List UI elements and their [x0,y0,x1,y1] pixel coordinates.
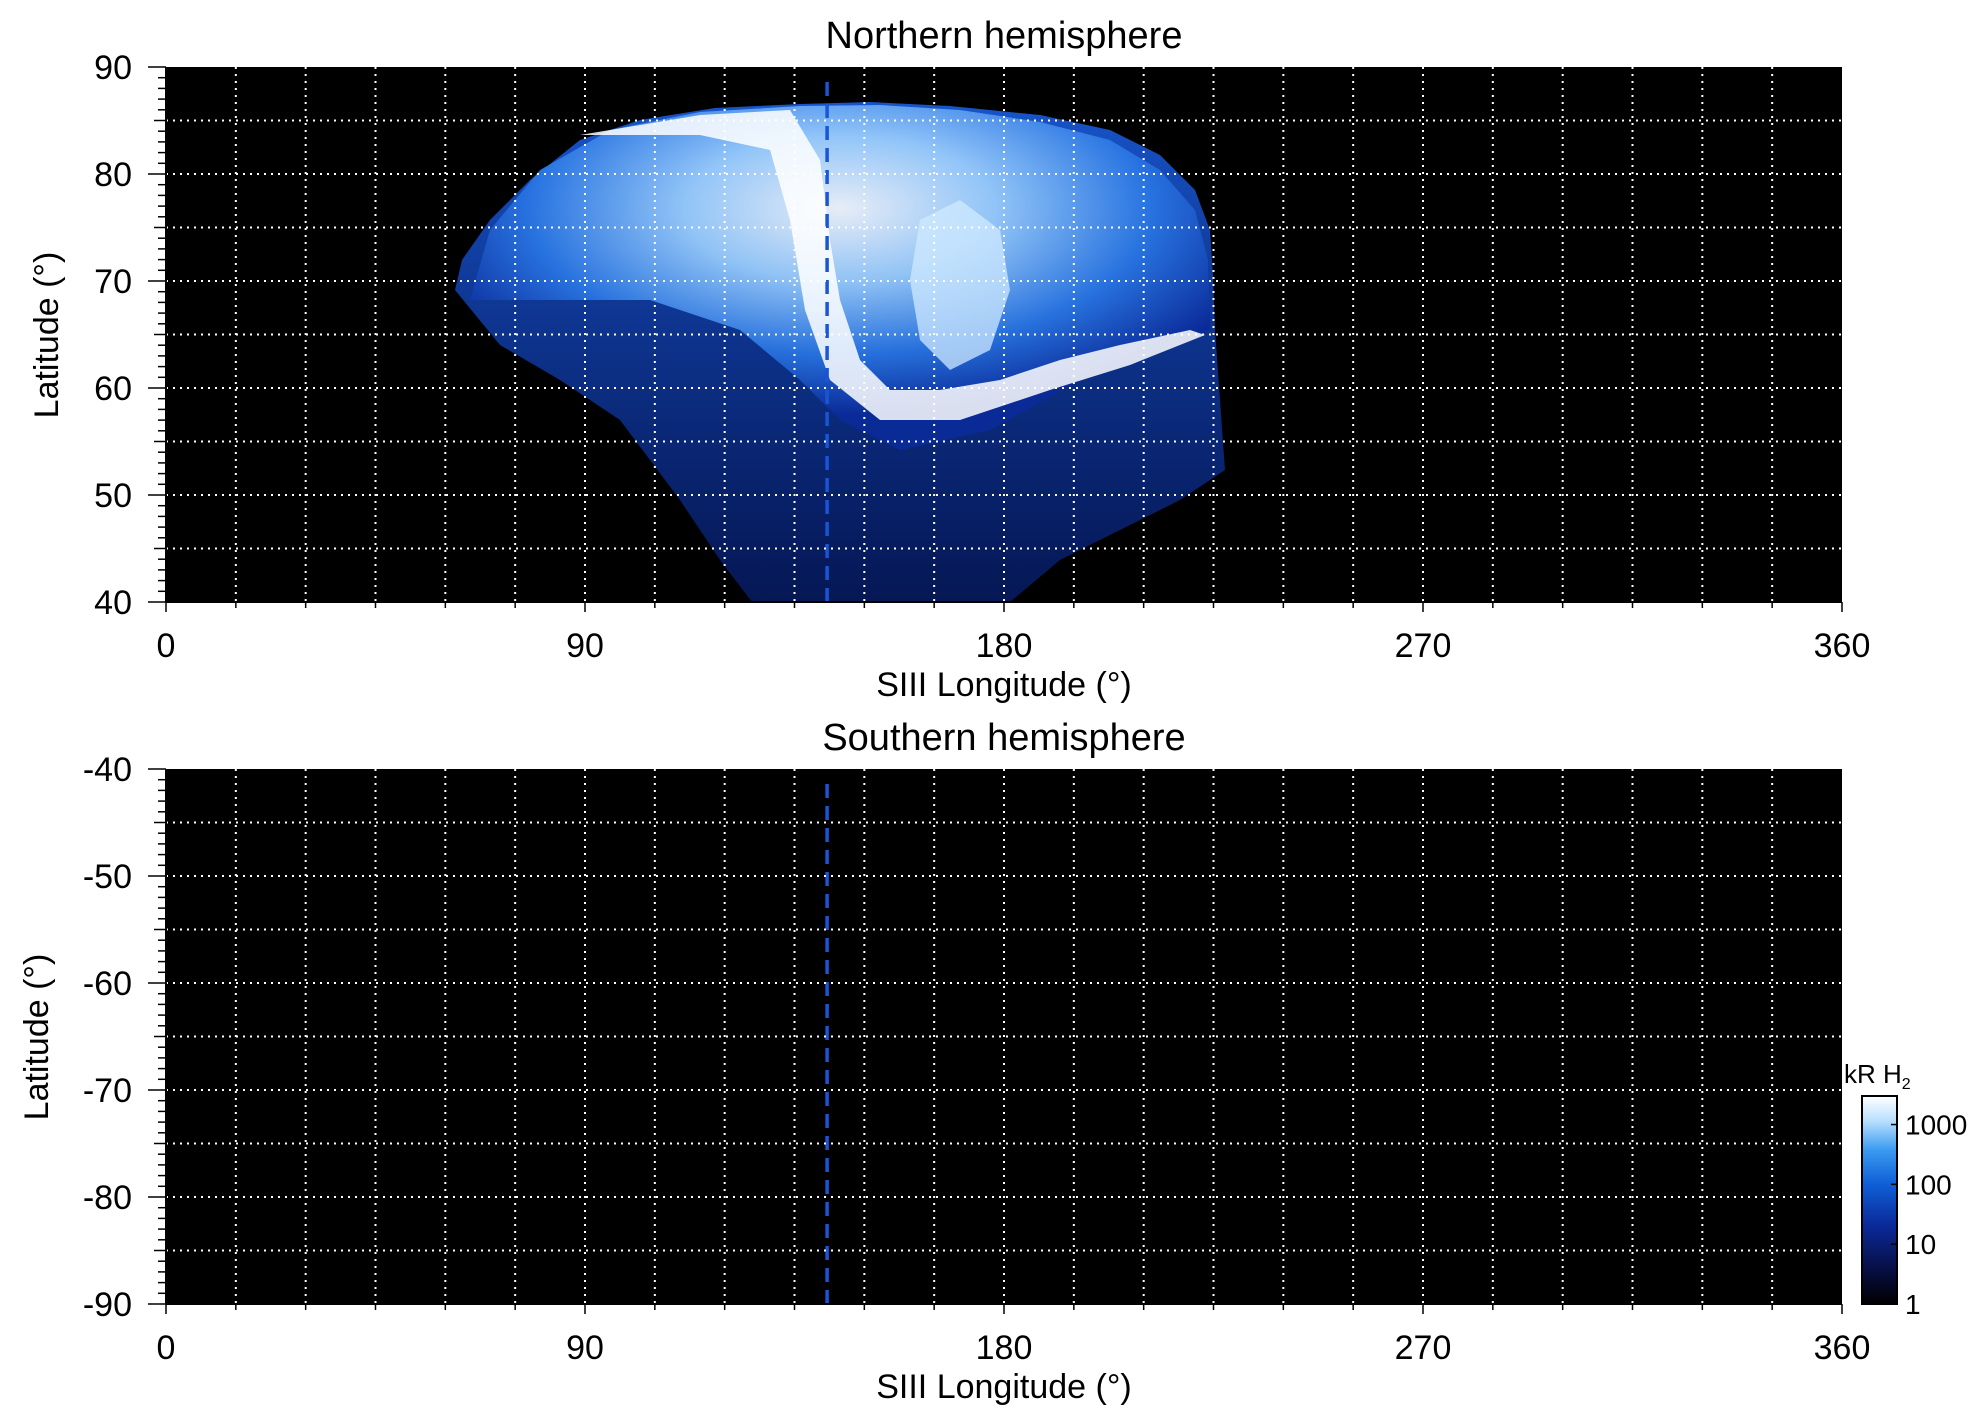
north-y-axis: 40 50 60 70 80 90 [94,49,167,622]
south-x-tick-label: 0 [157,1329,176,1367]
north-y-tick-label: 80 [94,156,132,194]
south-grid [166,769,1842,1304]
north-emission-oval [470,105,1210,450]
south-y-axis: -40 -50 -60 -70 -80 -90 [83,751,167,1324]
south-y-axis-label: Latitude (°) [18,954,56,1121]
panel-north: Northern hemisphere 40 50 60 70 80 90 0 90 180 2… [28,15,1870,704]
north-y-tick-label: 40 [94,584,132,622]
north-x-tick-label: 90 [566,627,604,665]
north-title: Northern hemisphere [826,15,1183,57]
south-y-tick-label: -80 [83,1179,132,1217]
south-title: Southern hemisphere [822,717,1185,759]
panel-south: Southern hemisphere -40 -50 -60 -70 -80 -90 0… [18,717,1870,1406]
colorbar-tick-label: 1 [1905,1289,1921,1320]
south-y-tick-label: -60 [83,965,132,1003]
colorbar-tick-label: 1000 [1905,1110,1967,1141]
north-y-tick-label: 90 [94,49,132,87]
north-y-tick-label: 70 [94,263,132,301]
north-y-tick-label: 60 [94,370,132,408]
north-x-axis-label: SIII Longitude (°) [876,666,1132,704]
north-x-tick-label: 360 [1814,627,1871,665]
south-y-tick-label: -70 [83,1072,132,1110]
south-x-tick-label: 180 [976,1329,1033,1367]
south-y-tick-label: -90 [83,1286,132,1324]
south-x-axis: 0 90 180 270 360 [157,1303,1871,1367]
colorbar-label-main: kR H [1844,1059,1902,1089]
south-x-tick-label: 360 [1814,1329,1871,1367]
north-x-axis: 0 90 180 270 360 [157,601,1871,665]
colorbar-label: kR H2 [1844,1059,1911,1093]
south-y-tick-label: -40 [83,751,132,789]
colorbar-label-sub: 2 [1902,1076,1911,1093]
south-y-tick-label: -50 [83,858,132,896]
north-x-tick-label: 270 [1395,627,1452,665]
north-x-tick-label: 180 [976,627,1033,665]
colorbar: kR H2 1000 100 10 1 [1844,1059,1967,1320]
colorbar-ticks: 1000 100 10 1 [1891,1110,1967,1320]
colorbar-tick-label: 100 [1905,1169,1952,1200]
north-y-axis-label: Latitude (°) [28,252,66,419]
south-x-axis-label: SIII Longitude (°) [876,1368,1132,1406]
north-y-tick-label: 50 [94,477,132,515]
colorbar-gradient [1861,1095,1898,1305]
south-x-tick-label: 270 [1395,1329,1452,1367]
north-grid [166,67,1842,602]
north-x-tick-label: 0 [157,627,176,665]
colorbar-tick-label: 10 [1905,1229,1936,1260]
south-x-tick-label: 90 [566,1329,604,1367]
